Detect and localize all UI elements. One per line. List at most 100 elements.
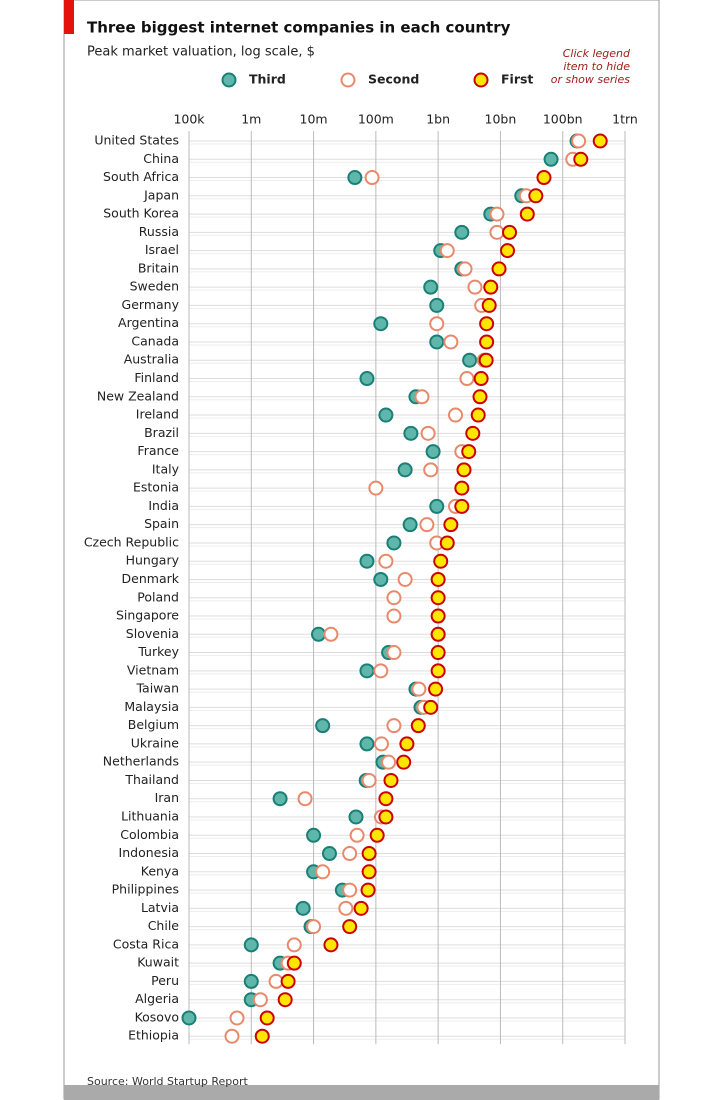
category-label: Canada: [131, 333, 179, 348]
dot: [528, 188, 544, 204]
category-label: Russia: [139, 224, 179, 239]
dot: [456, 462, 472, 478]
category-label: Singapore: [116, 608, 179, 623]
dot: [323, 626, 339, 642]
dot: [297, 791, 313, 807]
category-label: Hungary: [126, 553, 180, 568]
dot: [472, 389, 488, 405]
category-label: France: [137, 443, 179, 458]
dot: [411, 681, 427, 697]
series-0: [181, 133, 585, 1026]
dot: [243, 937, 259, 953]
dot: [373, 736, 389, 752]
dot: [461, 444, 477, 460]
dot: [386, 718, 402, 734]
dot: [373, 663, 389, 679]
category-label: Latvia: [141, 900, 179, 915]
dot: [321, 846, 337, 862]
legend-item[interactable]: Third: [221, 72, 286, 88]
dot: [359, 553, 375, 569]
dot: [373, 571, 389, 587]
dot: [459, 371, 475, 387]
category-label: China: [143, 151, 179, 166]
dot: [430, 663, 446, 679]
category-label: United States: [94, 133, 179, 148]
annotation: Click legend: [563, 47, 631, 60]
dot: [478, 352, 494, 368]
dot: [259, 1010, 275, 1026]
category-label: Ireland: [136, 407, 179, 422]
dot: [502, 224, 518, 240]
dot: [543, 151, 559, 167]
dot: [430, 608, 446, 624]
dot: [429, 297, 445, 313]
dot: [439, 535, 455, 551]
dot: [491, 261, 507, 277]
dot: [342, 882, 358, 898]
series-2: [254, 133, 608, 1044]
dot: [361, 864, 377, 880]
footer-bar: [64, 1085, 659, 1100]
dot: [378, 791, 394, 807]
dot: [592, 133, 608, 149]
dot: [342, 846, 358, 862]
dot: [347, 170, 363, 186]
dot: [462, 352, 478, 368]
dot: [353, 900, 369, 916]
x-tick-label: 10m: [300, 112, 328, 127]
legend-item[interactable]: Second: [340, 72, 420, 88]
dot: [536, 170, 552, 186]
dot: [403, 425, 419, 441]
category-label: Ethiopia: [128, 1028, 179, 1043]
dot: [286, 937, 302, 953]
dot: [369, 827, 385, 843]
x-tick-label: 1m: [241, 112, 261, 127]
dot: [338, 900, 354, 916]
category-label: Thailand: [124, 772, 179, 787]
category-label: Germany: [122, 297, 180, 312]
x-tick-label: 10bn: [485, 112, 517, 127]
dot: [429, 316, 445, 332]
dot: [500, 243, 516, 259]
dot: [315, 864, 331, 880]
dot: [423, 699, 439, 715]
category-label: Malaysia: [124, 699, 179, 714]
dot: [457, 261, 473, 277]
dot: [397, 571, 413, 587]
dot: [519, 206, 535, 222]
dot: [381, 754, 397, 770]
x-tick-label: 1bn: [426, 112, 450, 127]
legend-label: First: [501, 72, 533, 87]
category-label: Czech Republic: [84, 534, 179, 549]
source: Source: World Startup Report: [87, 1075, 248, 1088]
dot: [479, 316, 495, 332]
dot: [364, 170, 380, 186]
category-label: Indonesia: [119, 845, 179, 860]
dot: [295, 900, 311, 916]
dot: [414, 389, 430, 405]
category-label: India: [148, 498, 179, 513]
category-label: Finland: [134, 370, 179, 385]
dot: [359, 663, 375, 679]
dot: [272, 791, 288, 807]
category-label: Denmark: [122, 571, 180, 586]
category-label: Australia: [124, 352, 179, 367]
dot: [423, 462, 439, 478]
x-tick-label: 1trn: [612, 112, 638, 127]
legend-swatch: [221, 72, 237, 88]
annotation: or show series: [551, 73, 631, 86]
dot: [396, 754, 412, 770]
dot: [383, 772, 399, 788]
dot: [489, 206, 505, 222]
dot: [306, 827, 322, 843]
category-label: Iran: [155, 790, 179, 805]
dot: [573, 151, 589, 167]
dot: [368, 480, 384, 496]
dot: [359, 736, 375, 752]
legend-item[interactable]: First: [473, 72, 534, 88]
category-label: Spain: [144, 516, 179, 531]
category-label: Poland: [137, 589, 179, 604]
dot: [342, 919, 358, 935]
dot: [286, 955, 302, 971]
category-label: South Korea: [103, 206, 179, 221]
